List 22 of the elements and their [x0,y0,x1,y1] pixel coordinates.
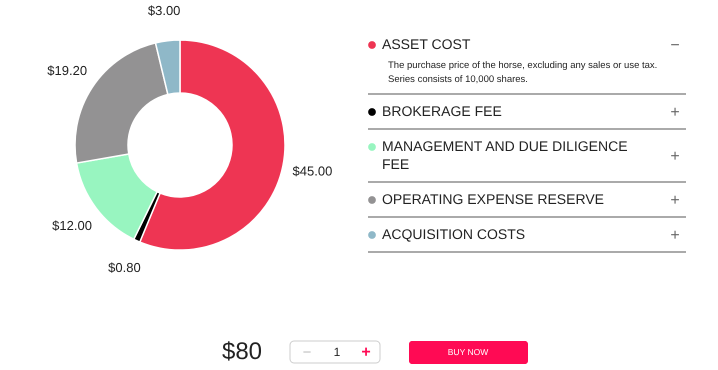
text: + [670,148,680,165]
text: $80 [222,338,262,365]
text: BUY NOW [448,347,488,357]
text: + [361,344,371,361]
data-label: $0.80 [108,260,141,276]
text: + [670,104,680,121]
legend-label: ACQUISITION COSTS [382,226,526,242]
text: Series consists of 10,000 shares. [388,74,528,85]
text: + [670,192,680,209]
text: − [302,344,312,361]
legend-label: MANAGEMENT AND DUE DILIGENCE FEE [382,138,628,172]
legend-label: OPERATING EXPENSE RESERVE [382,191,604,207]
data-label: $3.00 [148,2,180,18]
data-label: $12.00 [52,218,92,234]
data-label: $19.20 [47,62,88,78]
legend-label: BROKERAGE FEE [382,103,502,119]
legend-label: ASSET COST [382,36,471,52]
text: − [670,37,680,54]
text: + [670,227,680,244]
text: The purchase price of the horse, excluding any sales or use tax. [388,60,658,71]
text: 1 [334,345,341,359]
data-label: $45.00 [292,163,332,178]
